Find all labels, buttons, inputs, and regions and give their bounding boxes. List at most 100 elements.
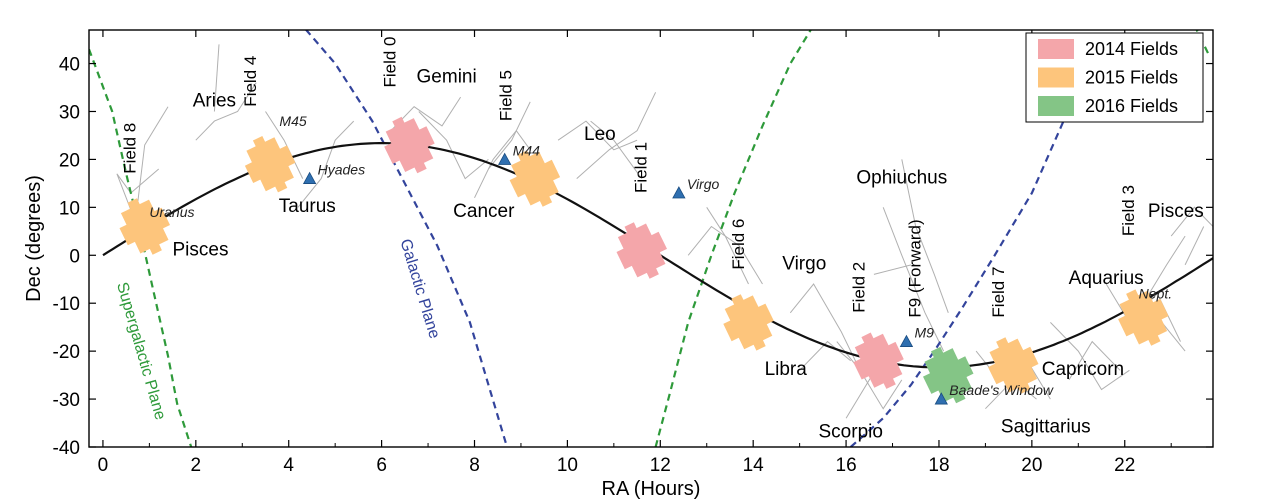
constellation-figure-8-0 xyxy=(836,341,903,410)
field-label-field-7: Field 7 xyxy=(989,267,1008,318)
field-label-field-1: Field 1 xyxy=(631,142,650,193)
field-label-field-6: Field 6 xyxy=(729,219,748,270)
legend: 2014 Fields 2015 Fields 2016 Fields xyxy=(1025,32,1204,123)
object-label-m44: M44 xyxy=(513,142,540,158)
constellation-lines xyxy=(116,44,1213,419)
object-label-uranus: Uranus xyxy=(149,204,194,220)
x-tick-label-22: 22 xyxy=(1114,455,1135,476)
field-footprint-f9-forward xyxy=(923,346,974,404)
field-label-f9-forward: F9 (Forward) xyxy=(905,219,924,317)
field-footprint-field-4 xyxy=(244,136,296,193)
constellation-figure-11-0 xyxy=(1050,322,1130,391)
axes: 0 2 4 6 8 10 12 14 16 18 20 22 40 30 20 10 0 -10 -20 -30 -40… xyxy=(23,29,1214,500)
legend-label-2014-fields: 2014 Fields xyxy=(1085,39,1178,59)
object-label-nept: Nept. xyxy=(1139,285,1172,301)
supergalactic-plane-segment-1 xyxy=(654,30,812,447)
plane-label-supergalactic-plane: Supergalactic Plane xyxy=(113,280,169,422)
object-marker-virgo xyxy=(672,186,686,199)
campaign-fields xyxy=(119,116,1169,404)
x-tick-label-0: 0 xyxy=(98,455,109,476)
constellation-label-aquarius-10: Aquarius xyxy=(1069,268,1144,289)
x-tick-label-10: 10 xyxy=(557,455,578,476)
constellation-figure-5-0 xyxy=(557,120,638,151)
field-footprint-field-5 xyxy=(509,150,561,207)
y-axis-title: Dec (degrees) xyxy=(23,175,45,302)
constellation-figure-2-0 xyxy=(297,120,355,208)
x-axis-title: RA (Hours) xyxy=(602,478,701,500)
constellation-figure-13-0 xyxy=(1170,206,1213,237)
constellation-figure-12-2 xyxy=(1161,322,1186,352)
object-label-m45: M45 xyxy=(279,113,306,129)
field-footprint-field-0 xyxy=(384,116,435,174)
constellation-figure-12-1 xyxy=(1142,235,1186,304)
constellation-label-gemini-1: Gemini xyxy=(417,67,477,88)
constellation-figure-9-0 xyxy=(882,207,945,352)
x-tick-label-14: 14 xyxy=(743,455,765,476)
constellation-figure-13-1 xyxy=(1184,226,1205,266)
x-tick-label-4: 4 xyxy=(283,455,294,476)
y-tick-label--20: -20 xyxy=(53,342,80,363)
constellation-figure-9-2 xyxy=(873,264,912,275)
y-tick-label-20: 20 xyxy=(59,150,80,171)
field-footprint-field-8 xyxy=(119,198,170,255)
constellation-figure-4-1 xyxy=(488,101,531,170)
legend-swatch-2016-fields xyxy=(1038,96,1074,116)
supergalactic-plane-segment-0 xyxy=(89,48,193,447)
field-label-field-4: Field 4 xyxy=(241,56,260,107)
y-tick-label-10: 10 xyxy=(59,198,80,219)
object-marker-m9 xyxy=(899,334,914,347)
object-marker-baade-s-window xyxy=(934,392,948,405)
constellation-label-sagittarius-12: Sagittarius xyxy=(1001,417,1091,438)
constellation-label-ophiuchus-6: Ophiuchus xyxy=(856,167,947,188)
field-label-field-3: Field 3 xyxy=(1119,185,1138,236)
constellation-figure-6-0 xyxy=(687,225,763,285)
galactic-plane-segment-1 xyxy=(849,87,1080,447)
constellation-figure-1-0 xyxy=(195,82,257,141)
field-footprint-field-2 xyxy=(853,332,904,389)
galactic-plane-segment-0 xyxy=(304,30,509,447)
constellation-label-capricorn-11: Capricorn xyxy=(1042,359,1124,380)
field-label-field-2: Field 2 xyxy=(850,262,869,313)
object-label-baade-s-window: Baade's Window xyxy=(949,382,1054,398)
y-tick-label-0: 0 xyxy=(69,246,80,267)
object-marker-m44 xyxy=(498,152,512,165)
constellation-figure-0-0 xyxy=(116,168,160,222)
object-label-virgo: Virgo xyxy=(687,176,720,192)
y-tick-label--10: -10 xyxy=(53,294,80,315)
x-tick-label-18: 18 xyxy=(928,455,949,476)
field-label-field-5: Field 5 xyxy=(497,70,516,121)
constellation-figure-5-1 xyxy=(576,92,657,179)
plane-label-galactic-plane: Galactic Plane xyxy=(396,237,442,341)
y-tick-label-40: 40 xyxy=(59,55,80,76)
constellation-label-taurus-3: Taurus xyxy=(279,196,336,217)
constellation-label-virgo-7: Virgo xyxy=(782,254,826,275)
x-tick-label-8: 8 xyxy=(469,455,480,476)
constellation-figure-0-1 xyxy=(134,106,169,222)
constellation-figure-4-0 xyxy=(474,129,531,199)
constellation-label-aries-0: Aries xyxy=(193,91,236,112)
constellation-label-libra-8: Libra xyxy=(765,359,808,380)
legend-swatch-2015-fields xyxy=(1038,67,1074,88)
legend-label-2015-fields: 2015 Fields xyxy=(1085,68,1178,88)
plot-frame xyxy=(88,29,1214,448)
constellation-label-pisces-13: Pisces xyxy=(1148,201,1204,222)
constellation-label-leo-2: Leo xyxy=(584,124,616,145)
constellation-figure-6-1 xyxy=(706,207,749,285)
constellation-figure-3-1 xyxy=(418,111,489,180)
object-label-m9: M9 xyxy=(914,325,934,341)
field-label-field-0: Field 0 xyxy=(381,36,400,87)
constellation-figure-11-1 xyxy=(1068,340,1121,381)
field-footprint-field-1 xyxy=(616,222,667,279)
field-footprint-field-7 xyxy=(988,337,1039,394)
constellation-label-cancer-4: Cancer xyxy=(453,201,515,222)
field-footprint-field-6 xyxy=(723,294,774,351)
constellation-figure-7-1 xyxy=(799,340,852,371)
legend-swatch-2014-fields xyxy=(1038,39,1074,59)
field-label-field-8: Field 8 xyxy=(120,123,139,174)
object-markers xyxy=(302,152,948,405)
constellation-figure-9-1 xyxy=(901,159,949,313)
x-tick-label-20: 20 xyxy=(1021,455,1042,476)
x-tick-label-16: 16 xyxy=(836,455,857,476)
legend-label-2016-fields: 2016 Fields xyxy=(1085,96,1178,116)
